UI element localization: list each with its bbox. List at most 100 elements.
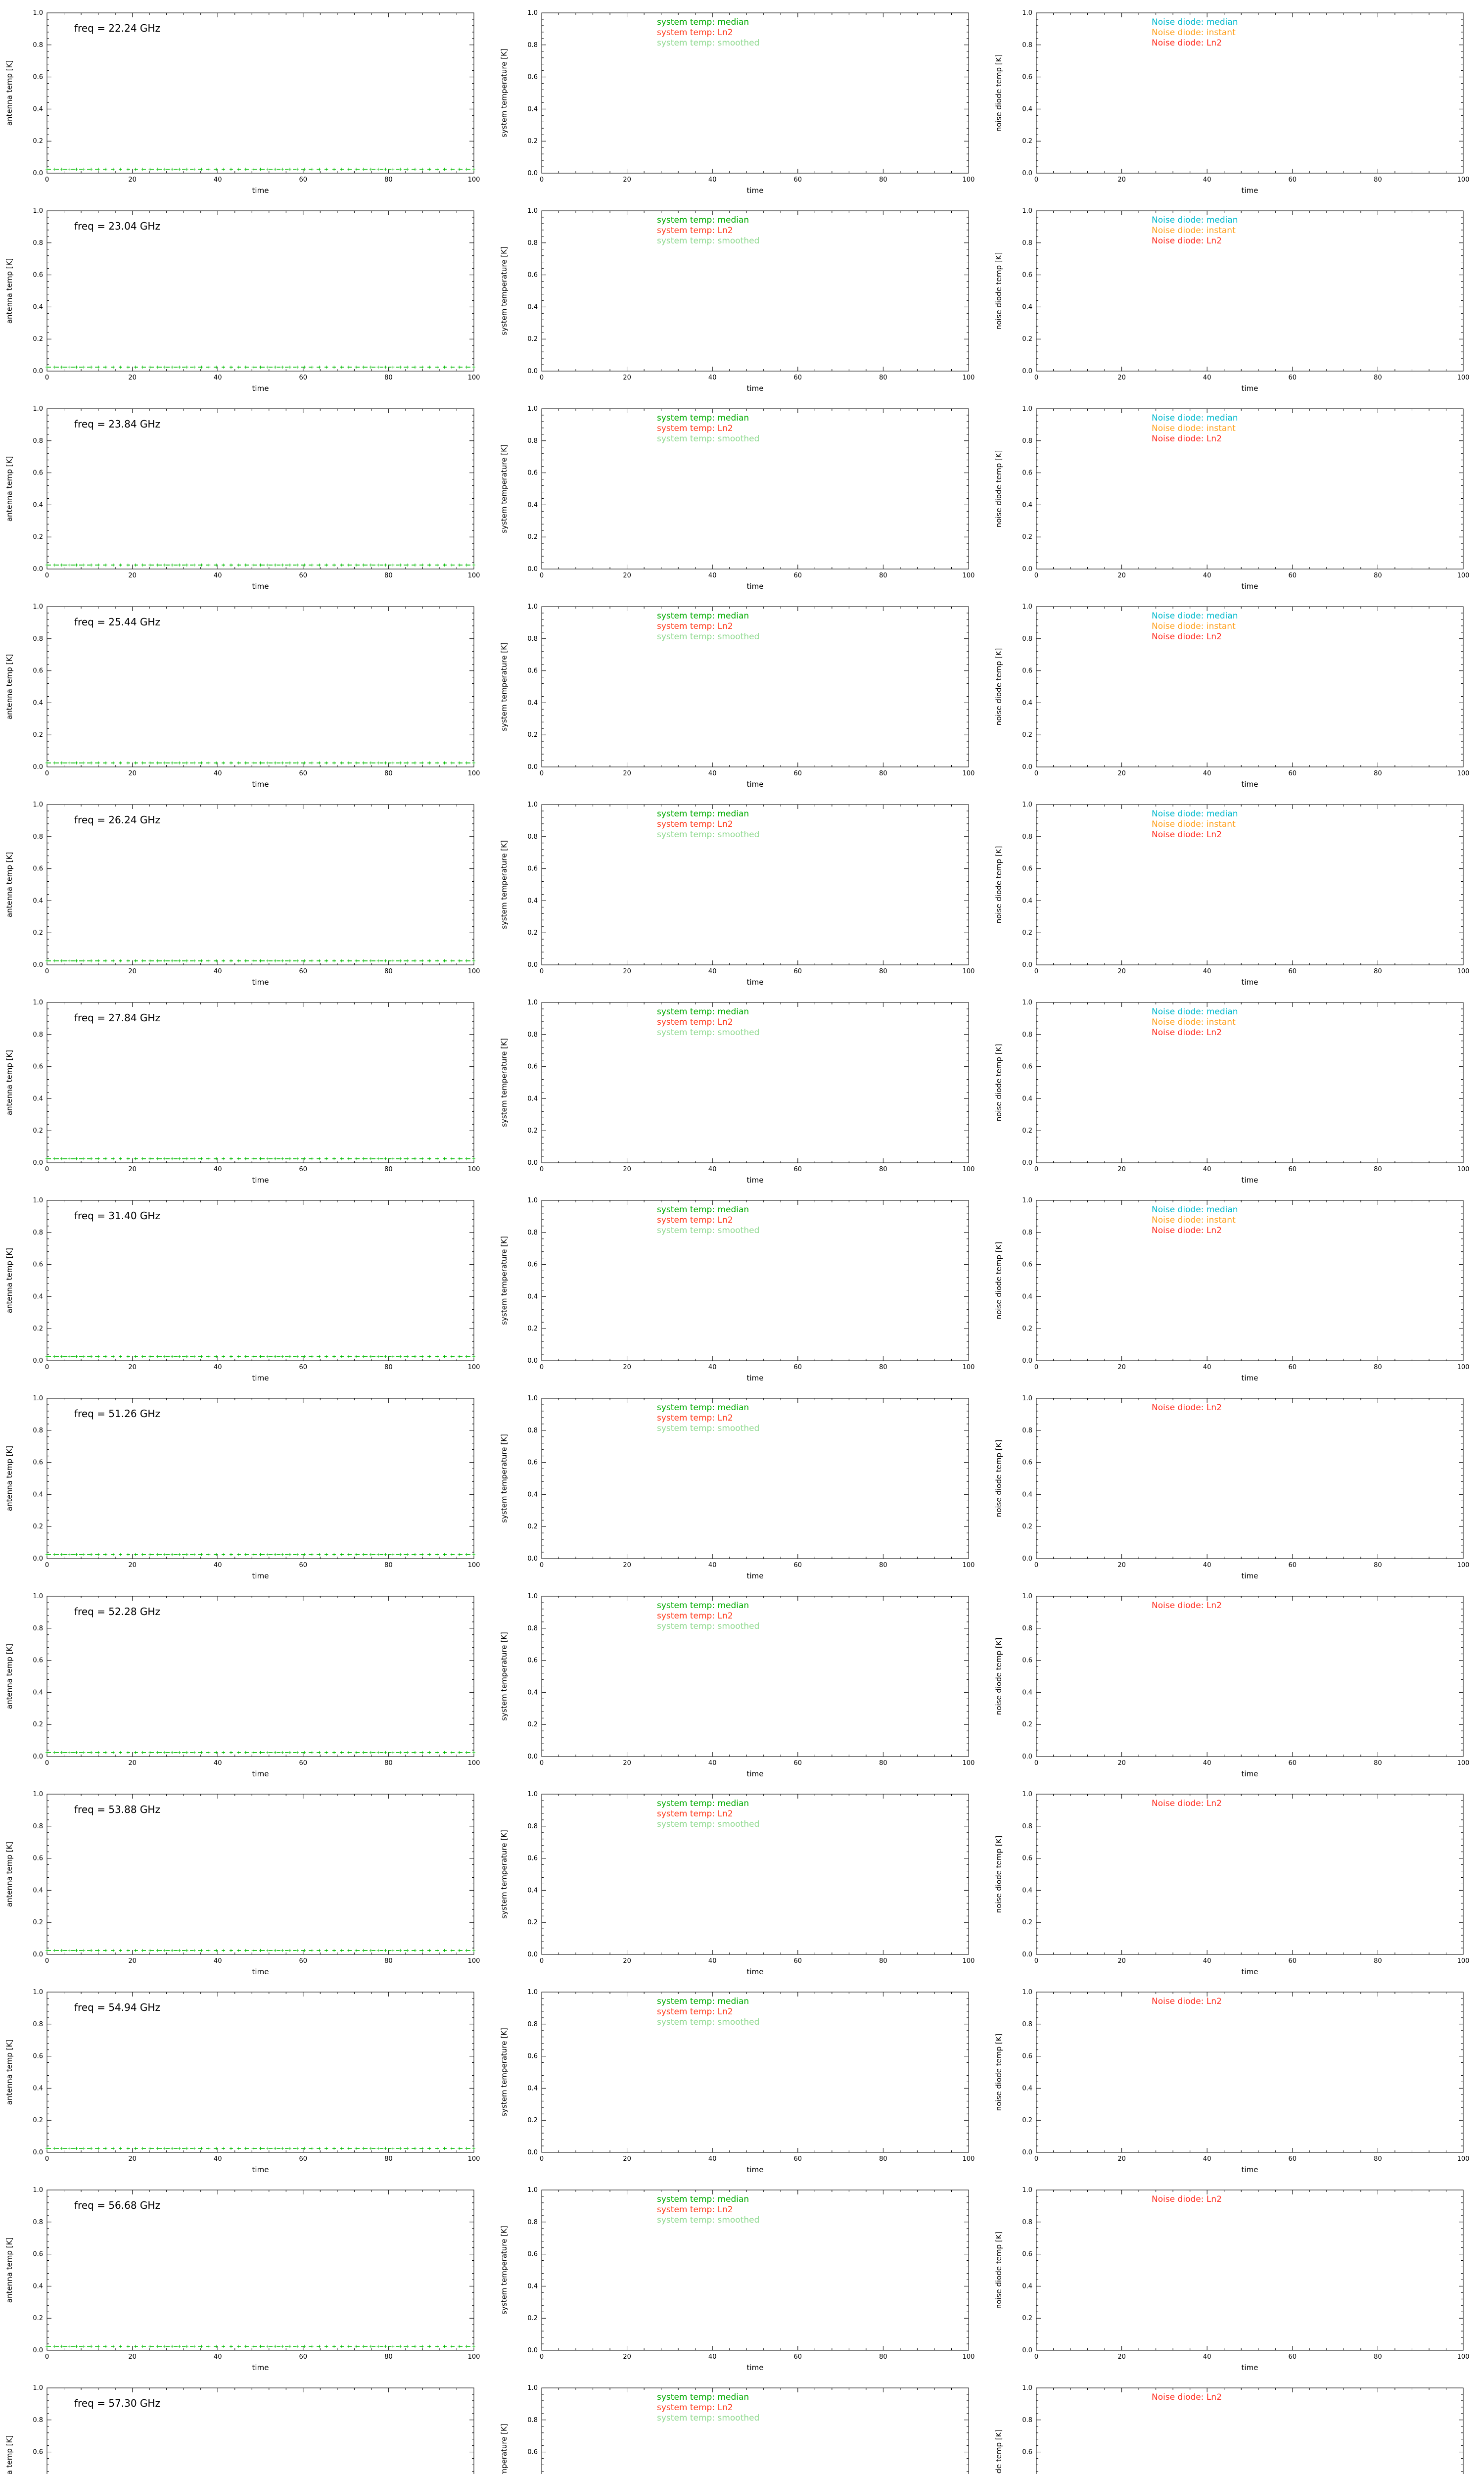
x-tick-label: 40 <box>1203 1166 1211 1173</box>
y-tick-label: 0.2 <box>1022 533 1032 541</box>
y-tick-label: 1.0 <box>1022 801 1032 809</box>
legend-item: system temp: Ln2 <box>657 819 733 829</box>
y-tick-label: 0.2 <box>33 1523 43 1530</box>
plot-frame <box>46 408 474 570</box>
x-axis-label: time <box>747 582 764 591</box>
axis-ticks <box>1036 804 1464 965</box>
x-tick-label: 20 <box>128 2353 137 2361</box>
legend-item: system temp: Ln2 <box>657 1413 733 1423</box>
x-tick-label: 40 <box>708 968 717 975</box>
x-tick-label: 80 <box>879 374 887 381</box>
chart-cell-r7-c1: 0 20 40 60 80 100 0.0 0.2 0.4 0.6 0.8 1.0 time antenn… <box>0 1188 495 1385</box>
x-tick-label: 100 <box>1457 1760 1470 1767</box>
y-tick-label: 0.4 <box>1022 105 1032 113</box>
y-axis-label: noise diode temp [K] <box>994 252 1003 330</box>
axis-ticks <box>541 606 969 767</box>
plot-panel-r13-c2: 0204060801000.00.20.40.60.81.0timesystem… <box>500 2384 969 2474</box>
chart-row-11: 0 20 40 60 80 100 0.0 0.2 0.4 0.6 0.8 1.0 time antenn… <box>0 1979 1484 2177</box>
y-tick-label: 0.8 <box>33 437 43 445</box>
x-tick-label: 40 <box>1203 2353 1211 2361</box>
y-tick-label: 0.6 <box>33 1657 43 1665</box>
y-axis-label: antenna temp [K] <box>5 1248 14 1313</box>
y-tick-label: 0.8 <box>527 833 538 841</box>
x-tick-label: 100 <box>468 1562 480 1569</box>
y-tick-label: 0.8 <box>33 2219 43 2226</box>
axis-ticks <box>541 2189 969 2351</box>
x-tick-label: 0 <box>45 1760 49 1767</box>
chart-row-9: 0 20 40 60 80 100 0.0 0.2 0.4 0.6 0.8 1.0 time antenn… <box>0 1583 1484 1781</box>
x-tick-label: 20 <box>623 572 631 579</box>
legend-item: system temp: smoothed <box>657 2413 759 2423</box>
y-tick-label: 0.6 <box>33 1855 43 1862</box>
axis-ticks <box>1036 210 1464 372</box>
chart-cell-r6-c2: 0 20 40 60 80 100 0.0 0.2 0.4 0.6 0.8 1.0 time system… <box>495 990 989 1188</box>
y-tick-label: 0.8 <box>1022 833 1032 841</box>
legend-item: system temp: smoothed <box>657 632 759 642</box>
x-tick-label: 100 <box>963 2155 975 2163</box>
y-axis-label: noise diode temp [K] <box>994 1440 1003 1518</box>
y-tick-label: 0.4 <box>1022 1293 1032 1300</box>
y-tick-label: 1.0 <box>33 1593 43 1600</box>
y-axis-label: system temperature [K] <box>500 1434 509 1523</box>
y-tick-label: 0.4 <box>1022 1095 1032 1102</box>
plot-panel-r6-c2: 0 20 40 60 80 100 0.0 0.2 0.4 0.6 0.8 1.0 time system… <box>500 999 974 1185</box>
x-tick-label: 20 <box>1117 572 1126 579</box>
chart-row-10: 0 20 40 60 80 100 0.0 0.2 0.4 0.6 0.8 1.0 time antenn… <box>0 1781 1484 1979</box>
legend-item: system temp: Ln2 <box>657 1809 733 1819</box>
y-axis-label: noise diode temp [K] <box>994 450 1003 528</box>
legend-item: system temp: smoothed <box>657 1621 759 1631</box>
axis-ticks <box>46 1596 474 1757</box>
x-axis-label: time <box>1242 186 1258 195</box>
chart-cell-r9-c1: 0 20 40 60 80 100 0.0 0.2 0.4 0.6 0.8 1.0 time antenn… <box>0 1583 495 1781</box>
axis-ticks <box>541 210 969 372</box>
x-tick-label: 80 <box>879 1364 887 1371</box>
freq-label: freq = 26.24 GHz <box>74 814 160 826</box>
x-axis-label: time <box>252 186 269 195</box>
legend-item: system temp: Ln2 <box>657 2007 733 2017</box>
x-tick-label: 100 <box>1457 2353 1470 2361</box>
y-axis-label: system temperature [K] <box>500 2226 509 2315</box>
x-tick-label: 60 <box>794 2353 802 2361</box>
y-tick-label: 0.6 <box>33 865 43 873</box>
y-tick-label: 0.8 <box>527 1031 538 1039</box>
legend-item: system temp: smoothed <box>657 2215 759 2225</box>
y-tick-label: 1.0 <box>33 801 43 809</box>
x-tick-label: 40 <box>708 2353 717 2361</box>
y-tick-label: 0.0 <box>1022 368 1032 375</box>
x-axis-label: time <box>252 1967 269 1976</box>
y-axis-label: system temperature [K] <box>500 642 509 731</box>
y-tick-label: 0.8 <box>527 1823 538 1830</box>
x-tick-label: 100 <box>468 1760 480 1767</box>
x-tick-label: 80 <box>1374 2353 1382 2361</box>
y-tick-label: 0.6 <box>527 865 538 873</box>
x-tick-label: 80 <box>1374 1364 1382 1371</box>
y-tick-label: 0.8 <box>1022 1229 1032 1237</box>
plot-frame <box>46 606 474 767</box>
x-tick-label: 60 <box>794 1957 802 1965</box>
plot-panel-r5-c2: 0 20 40 60 80 100 0.0 0.2 0.4 0.6 0.8 1.0 time system… <box>500 801 974 987</box>
y-tick-label: 0.2 <box>527 138 538 145</box>
plot-panel-r11-c2: 0 20 40 60 80 100 0.0 0.2 0.4 0.6 0.8 1.0 time system… <box>500 1989 975 2174</box>
plot-frame <box>46 210 474 372</box>
y-tick-label: 0.0 <box>527 1753 538 1760</box>
x-tick-label: 0 <box>45 572 49 579</box>
y-tick-label: 0.4 <box>1022 2283 1032 2290</box>
y-axis-label: antenna temp [K] <box>5 1446 14 1511</box>
y-tick-label: 1.0 <box>1022 1197 1032 1204</box>
y-tick-label: 0.0 <box>1022 1951 1032 1958</box>
y-tick-label: 0.8 <box>33 1031 43 1039</box>
y-tick-label: 0.4 <box>527 303 538 311</box>
legend-item: Noise diode: instant <box>1152 424 1236 433</box>
x-tick-label: 60 <box>1289 1957 1297 1965</box>
y-tick-label: 0.2 <box>1022 335 1032 343</box>
plot-frame <box>1036 2189 1464 2351</box>
chart-cell-r5-c3: 0 20 40 60 80 100 0.0 0.2 0.4 0.6 0.8 1.0 time noise … <box>989 792 1484 990</box>
y-tick-label: 0.0 <box>33 1159 43 1167</box>
y-axis-label: noise diode temp [K] <box>994 54 1003 132</box>
legend-item: Noise diode: Ln2 <box>1152 1997 1222 2006</box>
x-axis-label: time <box>747 1374 764 1382</box>
x-axis-label: time <box>747 978 764 987</box>
x-tick-label: 20 <box>623 1166 631 1173</box>
x-tick-label: 40 <box>1203 968 1211 975</box>
x-tick-label: 20 <box>128 572 137 579</box>
